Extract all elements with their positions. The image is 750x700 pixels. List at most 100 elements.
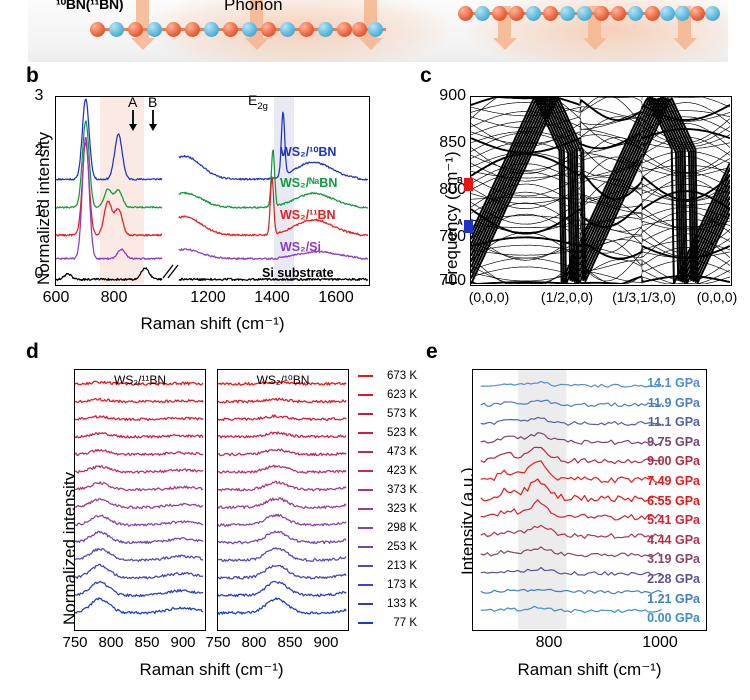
panel-d-xtick: 750 bbox=[62, 634, 88, 651]
panel-b-xtick: 1400 bbox=[254, 289, 290, 306]
panel-e-legend-item: 6.55 GPa bbox=[647, 493, 700, 508]
panel-d-legend-item: 213 K bbox=[358, 560, 417, 572]
legend-label: 623 K bbox=[386, 389, 417, 401]
panel-e-legend-item: 4.44 GPa bbox=[647, 532, 700, 547]
panel-d-legend-item: 623 K bbox=[358, 389, 417, 401]
panel-b-xtick: 1600 bbox=[318, 289, 354, 306]
panel-e-legend-item: 14.1 GPa bbox=[647, 376, 700, 390]
panel-b-plot bbox=[55, 96, 370, 286]
panel-d1-svg bbox=[75, 380, 204, 615]
panel-e-legend-item: 0.00 GPa bbox=[647, 611, 700, 626]
panel-d-xtick: 800 bbox=[241, 634, 267, 651]
panel-b-legend-si-substrate: Si substrate bbox=[262, 266, 334, 280]
panel-label-c: c bbox=[420, 64, 432, 87]
panel-c-ytick: 850 bbox=[439, 134, 466, 151]
atom-chain-left bbox=[90, 22, 390, 38]
panel-c-ytick: 800 bbox=[439, 181, 466, 198]
band-marker-b-label: B bbox=[457, 176, 463, 185]
legend-color-swatch bbox=[358, 622, 373, 624]
panel-b-ytick: 1 bbox=[34, 203, 44, 220]
panel-c-ytick: 900 bbox=[439, 87, 466, 104]
panel-d-legend-item: 253 K bbox=[358, 541, 417, 553]
legend-label: 473 K bbox=[386, 446, 417, 458]
legend-label: 423 K bbox=[386, 465, 417, 477]
panel-b-xtick: 600 bbox=[42, 289, 70, 306]
panel-b-ytick: 3 bbox=[34, 87, 44, 104]
legend-color-swatch bbox=[358, 584, 373, 586]
legend-label: 253 K bbox=[386, 541, 417, 553]
panel-c-xtick: (1/2,0,0) bbox=[540, 289, 594, 305]
isotope-label: ¹⁰BN(¹¹BN) bbox=[56, 0, 124, 12]
panel-c-plot bbox=[470, 96, 732, 286]
panel-e-legend-item: 2.28 GPa bbox=[647, 572, 700, 586]
panel-d-legend-item: 573 K bbox=[358, 408, 417, 420]
legend-label: 133 K bbox=[386, 598, 417, 610]
band-marker-a-label: A bbox=[457, 218, 463, 227]
panel-e-legend-item: 9.00 GPa bbox=[647, 454, 700, 469]
panel-d-xtick: 900 bbox=[313, 634, 339, 651]
marker-b-label: B bbox=[148, 94, 158, 110]
panel-d-xtick: 850 bbox=[134, 634, 160, 651]
legend-color-swatch bbox=[358, 527, 373, 529]
panel-e-legend-item: 7.49 GPa bbox=[647, 474, 700, 488]
panel-d-legend-item: 673 K bbox=[358, 370, 417, 382]
panel-d-legend-item: 373 K bbox=[358, 484, 417, 496]
panel-b-legend-si: WS₂/Si bbox=[280, 240, 321, 254]
legend-color-swatch bbox=[358, 508, 373, 510]
legend-label: 173 K bbox=[386, 579, 417, 591]
panel-d-legend-item: 323 K bbox=[358, 503, 417, 515]
panel-e-xtick: 1000 bbox=[642, 634, 678, 651]
panel-c-ytick: 700 bbox=[439, 272, 466, 289]
panel-e-legend-item: 3.19 GPa bbox=[647, 552, 700, 567]
legend-label: 673 K bbox=[386, 370, 417, 382]
legend-color-swatch bbox=[358, 489, 373, 491]
panel-d-plot-10bn bbox=[217, 369, 349, 631]
panel-e-svg bbox=[480, 370, 663, 629]
band-marker-b bbox=[464, 178, 473, 191]
panel-c-ytick: 750 bbox=[439, 228, 466, 245]
panel-d-legend-item: 473 K bbox=[358, 446, 417, 458]
e2g-subscript: 2g bbox=[257, 100, 268, 112]
panel-b-xlabel: Raman shift (cm⁻¹) bbox=[140, 314, 285, 333]
panel-c-svg bbox=[471, 97, 730, 284]
legend-color-swatch bbox=[358, 546, 373, 548]
atom-chain-right bbox=[458, 6, 720, 22]
panel-c-xtick: (0,0,0) bbox=[468, 289, 510, 305]
legend-color-swatch bbox=[358, 451, 373, 453]
panel-d-subtitle-11bn: WS₂/¹¹BN bbox=[114, 373, 166, 387]
legend-color-swatch bbox=[358, 375, 373, 377]
legend-color-swatch bbox=[358, 413, 373, 415]
panel-d-xtick: 800 bbox=[98, 634, 124, 651]
legend-label: 523 K bbox=[386, 427, 417, 439]
schematic-banner: ¹⁰BN(¹¹BN) Phonon bbox=[28, 0, 728, 62]
panel-d-xtick: 900 bbox=[170, 634, 196, 651]
panel-label-e: e bbox=[426, 340, 438, 363]
panel-b-xtick: 1200 bbox=[190, 289, 226, 306]
e2g-label: E2g bbox=[248, 92, 268, 112]
panel-b-legend-11bn: WS₂/¹¹BN bbox=[280, 208, 336, 222]
legend-color-swatch bbox=[358, 565, 373, 567]
panel-d-legend-item: 77 K bbox=[358, 617, 417, 629]
panel-d-legend-item: 133 K bbox=[358, 598, 417, 610]
phonon-label: Phonon bbox=[224, 0, 283, 14]
panel-d-xtick: 850 bbox=[277, 634, 303, 651]
legend-color-swatch bbox=[358, 432, 373, 434]
panel-d-legend-item: 423 K bbox=[358, 465, 417, 477]
panel-c-xtick: (1/3,1/3,0) bbox=[612, 289, 676, 305]
panel-e-legend-item: 5.41 GPa bbox=[647, 513, 700, 528]
band-marker-a bbox=[464, 220, 473, 233]
panel-label-d: d bbox=[26, 340, 39, 363]
legend-color-swatch bbox=[358, 394, 373, 396]
panel-e-legend-item: 9.75 GPa bbox=[647, 434, 700, 449]
legend-label: 373 K bbox=[386, 484, 417, 496]
panel-e-xlabel: Raman shift (cm⁻¹) bbox=[517, 660, 662, 679]
panel-d-xlabel: Raman shift (cm⁻¹) bbox=[139, 660, 284, 679]
legend-label: 323 K bbox=[386, 503, 417, 515]
legend-color-swatch bbox=[358, 603, 373, 605]
panel-c-xtick: (0,0,0) bbox=[696, 289, 738, 305]
legend-label: 213 K bbox=[386, 560, 417, 572]
panel-d-legend-item: 523 K bbox=[358, 427, 417, 439]
legend-label: 298 K bbox=[386, 522, 417, 534]
panel-d-plot-11bn bbox=[74, 369, 206, 631]
